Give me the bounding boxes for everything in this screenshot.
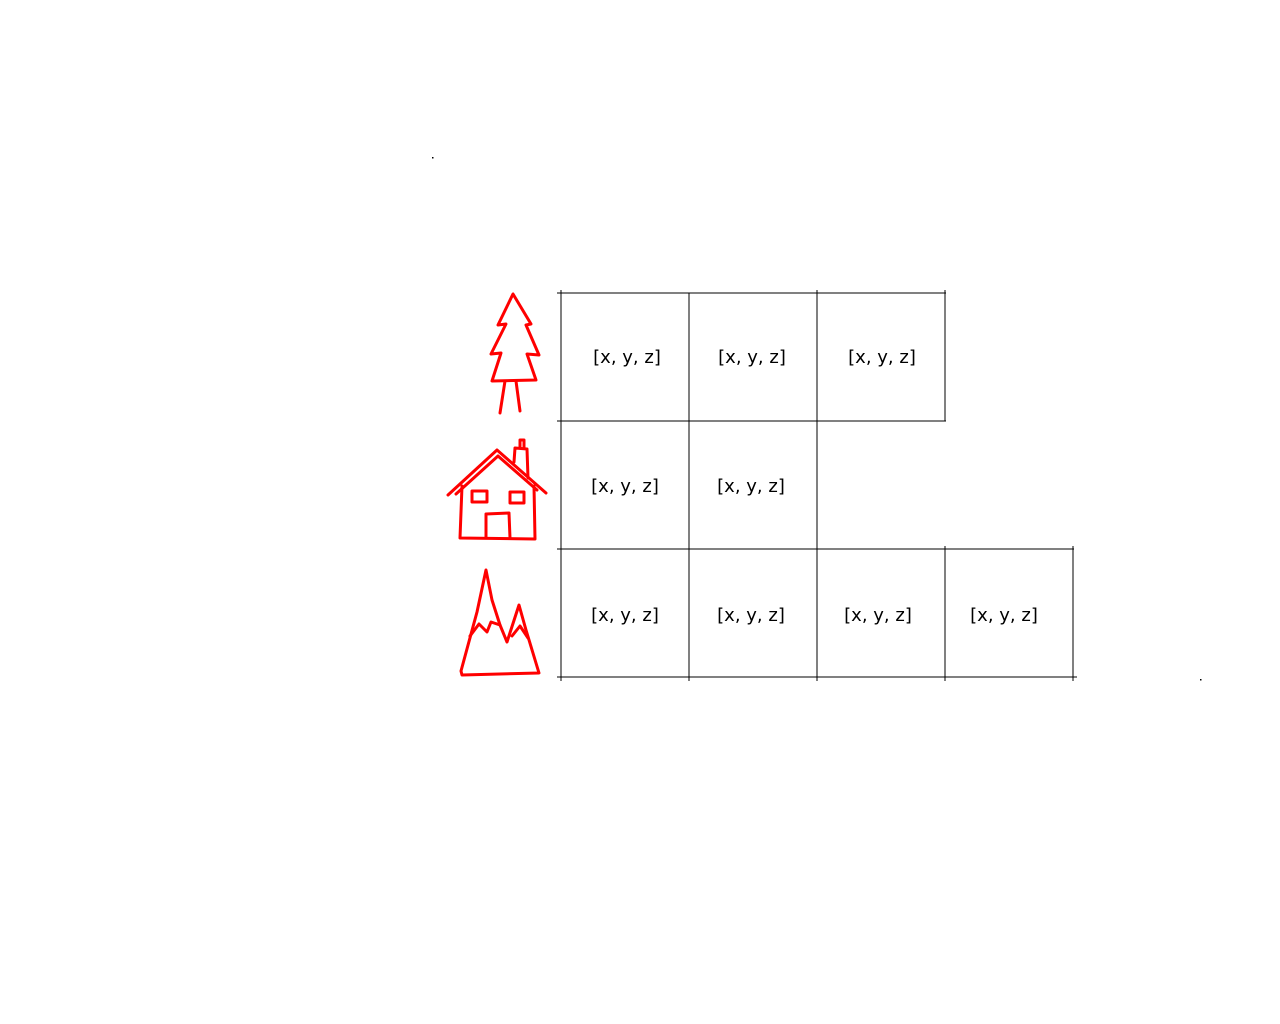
stray-dot [1200, 679, 1202, 681]
grid-cell-label: [x, y, z] [844, 605, 912, 626]
grid-cell-label: [x, y, z] [717, 605, 785, 626]
grid-cell-label: [x, y, z] [593, 347, 661, 368]
grid-cell-label: [x, y, z] [848, 347, 916, 368]
mountain-icon [459, 568, 541, 677]
grid-cell-label: [x, y, z] [591, 476, 659, 497]
grid-cell-label: [x, y, z] [591, 605, 659, 626]
grid-cell-label: [x, y, z] [718, 347, 786, 368]
stray-dot [432, 157, 434, 159]
grid-cell-label: [x, y, z] [717, 476, 785, 497]
grid-lines [557, 290, 1077, 681]
grid-cells: [x, y, z] [x, y, z] [x, y, z] [x, y, z] … [591, 347, 1038, 626]
house-icon [446, 438, 548, 541]
grid-cell-label: [x, y, z] [970, 605, 1038, 626]
tree-icon [489, 292, 541, 415]
